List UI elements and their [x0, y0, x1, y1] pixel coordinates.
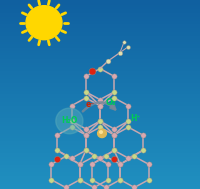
Text: H₂O: H₂O — [61, 116, 78, 125]
Circle shape — [98, 129, 106, 138]
Text: H⁺: H⁺ — [130, 114, 141, 122]
Text: O₂: O₂ — [106, 98, 116, 107]
Text: e⁻: e⁻ — [86, 100, 95, 109]
Circle shape — [100, 131, 102, 133]
Circle shape — [56, 108, 83, 134]
Circle shape — [26, 6, 62, 40]
FancyArrowPatch shape — [83, 102, 115, 111]
